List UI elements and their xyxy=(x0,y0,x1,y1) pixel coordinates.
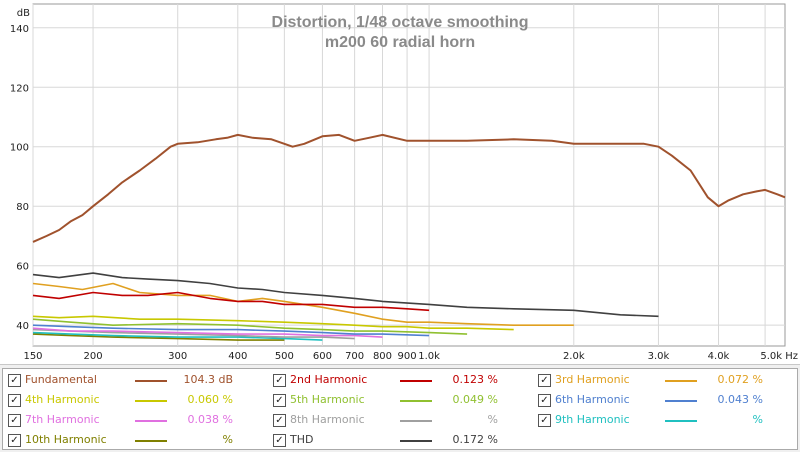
legend-item-2nd-harmonic: ✓ 2nd Harmonic 0.123 % xyxy=(273,373,528,391)
x-tick-label: 200 xyxy=(84,351,103,362)
x-tick-label: 600 xyxy=(313,351,332,362)
legend-checkbox-9th-harmonic[interactable]: ✓ xyxy=(538,414,551,427)
legend-value: 104.3 dB xyxy=(183,373,233,386)
y-tick-label: 140 xyxy=(10,24,29,35)
legend-value: 0.060 % xyxy=(187,393,233,406)
x-tick-label: 150 xyxy=(23,351,42,362)
grid xyxy=(32,4,785,346)
legend-value: % xyxy=(222,433,233,446)
legend-label: 10th Harmonic xyxy=(25,433,107,446)
y-tick-label: 100 xyxy=(10,143,29,154)
legend-item-7th-harmonic: ✓ 7th Harmonic 0.038 % xyxy=(8,413,263,431)
x-tick-label: 3.0k xyxy=(648,351,670,362)
x-tick-label: 700 xyxy=(345,351,364,362)
legend-value: 0.123 % xyxy=(452,373,498,386)
legend-item-thd: ✓ THD 0.172 % xyxy=(273,433,528,451)
legend-item-8th-harmonic: ✓ 8th Harmonic% xyxy=(273,413,528,431)
legend-label: 5th Harmonic xyxy=(290,393,365,406)
series-line-4th-harmonic xyxy=(32,315,514,331)
chart-subtitle: m200 60 radial horn xyxy=(325,34,475,51)
legend-value: % xyxy=(752,413,763,426)
legend-checkbox-fundamental[interactable]: ✓ xyxy=(8,374,21,387)
tick-labels: 40 60 80 100 120 140 150 200 300 400 500 600 700 800 9… xyxy=(10,24,798,362)
legend-checkbox-4th-harmonic[interactable]: ✓ xyxy=(8,394,21,407)
legend-checkbox-thd[interactable]: ✓ xyxy=(273,434,286,447)
legend-panel: ✓ Fundamental 104.3 dB ✓ 2nd Harmonic 0.123 %… xyxy=(0,364,800,452)
y-tick-label: 60 xyxy=(16,262,29,273)
legend-item-10th-harmonic: ✓ 10th Harmonic% xyxy=(8,433,263,451)
legend-swatch xyxy=(135,400,167,402)
legend-label: 6th Harmonic xyxy=(555,393,630,406)
legend-swatch xyxy=(135,380,167,382)
series-line-2nd-harmonic xyxy=(32,291,430,312)
x-tick-label: 400 xyxy=(228,351,247,362)
legend-item-5th-harmonic: ✓ 5th Harmonic 0.049 % xyxy=(273,393,528,411)
legend-swatch xyxy=(665,420,697,422)
legend-swatch xyxy=(665,400,697,402)
legend-label: 4th Harmonic xyxy=(25,393,100,406)
legend-swatch xyxy=(135,420,167,422)
legend-label: Fundamental xyxy=(25,373,97,386)
legend-label: 2nd Harmonic xyxy=(290,373,368,386)
series-line-5th-harmonic xyxy=(32,318,468,335)
x-tick-label: 800 xyxy=(373,351,392,362)
legend-checkbox-3rd-harmonic[interactable]: ✓ xyxy=(538,374,551,387)
series-line-thd xyxy=(32,272,659,318)
legend-item-3rd-harmonic: ✓ 3rd Harmonic 0.072 % xyxy=(538,373,793,391)
y-tick-label: 80 xyxy=(16,202,29,213)
series-line-fundamental xyxy=(32,133,786,243)
legend-checkbox-7th-harmonic[interactable]: ✓ xyxy=(8,414,21,427)
x-tick-label: 900 xyxy=(398,351,417,362)
legend-item-fundamental: ✓ Fundamental 104.3 dB xyxy=(8,373,263,391)
legend-swatch xyxy=(400,380,432,382)
legend-checkbox-2nd-harmonic[interactable]: ✓ xyxy=(273,374,286,387)
legend-swatch xyxy=(400,440,432,442)
y-axis-unit: dB xyxy=(17,8,30,19)
legend-checkbox-6th-harmonic[interactable]: ✓ xyxy=(538,394,551,407)
x-tick-label: 5.0k Hz xyxy=(760,351,798,362)
chart-title: Distortion, 1/48 octave smoothing xyxy=(272,14,529,31)
legend-swatch xyxy=(665,380,697,382)
legend-value: 0.049 % xyxy=(452,393,498,406)
series-layer xyxy=(32,133,786,341)
series-line-7th-harmonic xyxy=(32,327,383,338)
legend-item-6th-harmonic: ✓ 6th Harmonic 0.043 % xyxy=(538,393,793,411)
legend-value: 0.172 % xyxy=(452,433,498,446)
y-tick-label: 40 xyxy=(16,321,29,332)
legend-swatch xyxy=(400,400,432,402)
x-tick-label: 1.0k xyxy=(418,351,440,362)
legend-item-9th-harmonic: ✓ 9th Harmonic% xyxy=(538,413,793,431)
legend-label: 8th Harmonic xyxy=(290,413,365,426)
legend-checkbox-5th-harmonic[interactable]: ✓ xyxy=(273,394,286,407)
legend-value: 0.072 % xyxy=(717,373,763,386)
x-tick-label: 4.0k xyxy=(708,351,730,362)
x-tick-label: 500 xyxy=(275,351,294,362)
legend-value: % xyxy=(487,413,498,426)
series-line-6th-harmonic xyxy=(32,324,430,337)
distortion-chart: 40 60 80 100 120 140 150 200 300 400 500 600 700 800 9… xyxy=(10,3,798,362)
series-line-9th-harmonic xyxy=(32,331,323,341)
legend-value: 0.043 % xyxy=(717,393,763,406)
legend-checkbox-8th-harmonic[interactable]: ✓ xyxy=(273,414,286,427)
legend-swatch xyxy=(135,440,167,442)
legend-label: 9th Harmonic xyxy=(555,413,630,426)
legend-swatch xyxy=(400,420,432,422)
plot-area xyxy=(32,3,786,347)
x-tick-label: 300 xyxy=(168,351,187,362)
legend-item-4th-harmonic: ✓ 4th Harmonic 0.060 % xyxy=(8,393,263,411)
legend-label: THD xyxy=(290,433,314,446)
series-line-3rd-harmonic xyxy=(32,282,574,327)
legend-label: 7th Harmonic xyxy=(25,413,100,426)
legend-label: 3rd Harmonic xyxy=(555,373,630,386)
legend-value: 0.038 % xyxy=(187,413,233,426)
x-tick-label: 2.0k xyxy=(563,351,585,362)
y-tick-label: 120 xyxy=(10,83,29,94)
legend-checkbox-10th-harmonic[interactable]: ✓ xyxy=(8,434,21,447)
series-line-10th-harmonic xyxy=(32,333,285,341)
